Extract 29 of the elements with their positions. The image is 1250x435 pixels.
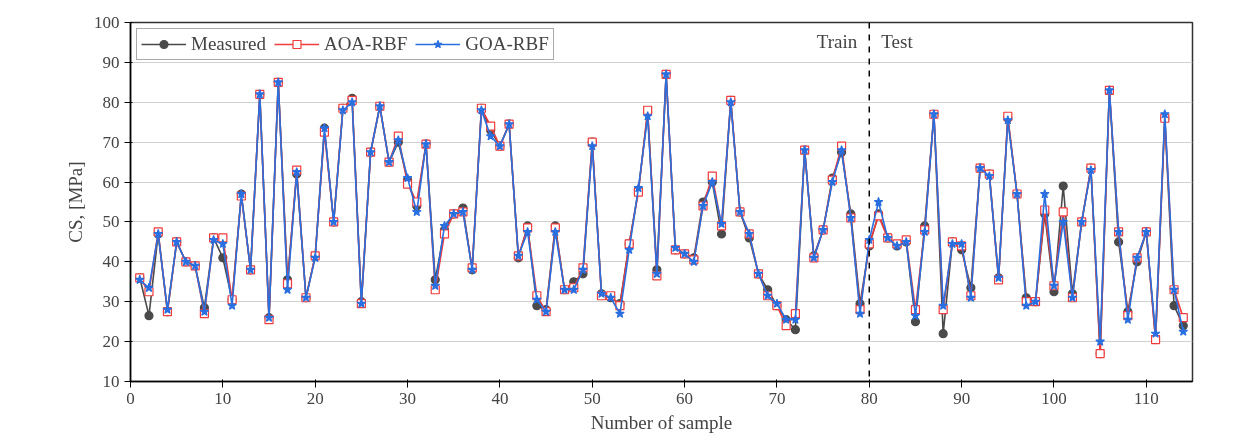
x-tick-label: 20 xyxy=(306,388,324,408)
y-tick-label: 100 xyxy=(94,13,120,32)
x-tick-label: 40 xyxy=(491,388,509,408)
y-tick-label: 40 xyxy=(102,252,120,272)
x-tick-label: 110 xyxy=(1133,388,1159,408)
y-tick-label: 30 xyxy=(102,292,120,312)
y-tick-label: 80 xyxy=(102,92,120,112)
x-tick-label: 50 xyxy=(583,388,601,408)
y-tick-label: 20 xyxy=(102,332,120,352)
x-tick-label: 90 xyxy=(953,388,971,408)
legend-label: GOA-RBF xyxy=(465,33,549,55)
x-tick-label: 10 xyxy=(214,388,232,408)
x-tick-label: 80 xyxy=(860,388,878,408)
y-tick-label: 50 xyxy=(102,212,120,232)
y-tick-label: 60 xyxy=(102,172,120,192)
x-tick-label: 60 xyxy=(676,388,694,408)
x-axis-title: Number of sample xyxy=(590,411,733,433)
legend-label: Measured xyxy=(191,33,266,55)
x-tick-label: 70 xyxy=(768,388,786,408)
x-tick-label: 30 xyxy=(399,388,417,408)
annotation: Test xyxy=(881,30,914,52)
y-tick-label: 70 xyxy=(102,132,120,152)
x-tick-label: 0 xyxy=(126,388,135,408)
annotation: Train xyxy=(816,30,858,52)
y-axis-title: CS, [MPa] xyxy=(65,161,86,243)
legend-label: AOA-RBF xyxy=(323,33,408,55)
y-tick-label: 10 xyxy=(102,372,120,391)
x-tick-label: 100 xyxy=(1041,388,1067,408)
y-tick-label: 90 xyxy=(102,52,120,72)
